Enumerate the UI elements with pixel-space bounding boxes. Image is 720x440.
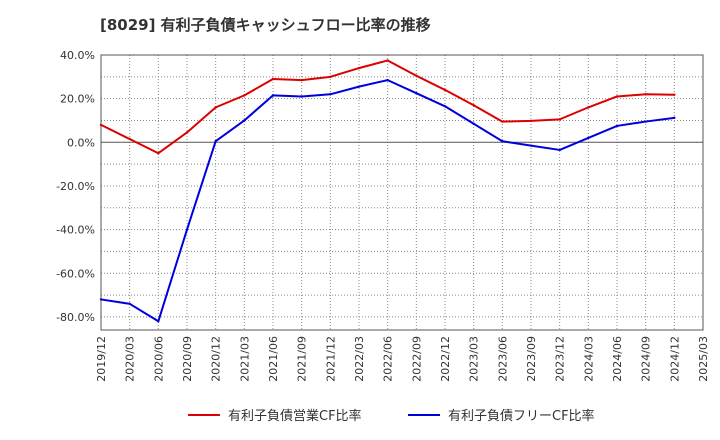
y-tick-label: 0.0% xyxy=(67,136,95,149)
legend-label-2: 有利子負債フリーCF比率 xyxy=(448,408,595,424)
legend-label-1: 有利子負債営業CF比率 xyxy=(228,408,362,424)
data-point xyxy=(329,93,332,96)
x-tick-label: 2022/03 xyxy=(353,336,366,382)
axes: 40.0%20.0%0.0%-20.0%-40.0%-60.0%-80.0%20… xyxy=(56,49,710,382)
data-point xyxy=(300,95,303,98)
data-point xyxy=(615,95,619,98)
data-point xyxy=(157,152,160,155)
data-point xyxy=(99,123,103,127)
data-point xyxy=(587,106,590,109)
data-point xyxy=(128,302,131,306)
x-tick-label: 2022/09 xyxy=(410,336,423,382)
data-point xyxy=(300,78,303,82)
x-tick-label: 2021/12 xyxy=(324,336,337,382)
data-point xyxy=(558,148,561,152)
data-point xyxy=(185,228,189,231)
plot-border xyxy=(100,54,704,331)
data-point xyxy=(271,94,275,97)
data-point xyxy=(386,78,389,82)
x-tick-label: 2024/03 xyxy=(582,336,595,382)
data-point xyxy=(558,118,561,121)
x-tick-label: 2024/09 xyxy=(640,336,653,382)
y-tick-label: -20.0% xyxy=(56,180,95,193)
y-tick-label: -80.0% xyxy=(56,311,95,324)
data-point xyxy=(214,140,217,143)
x-tick-label: 2023/12 xyxy=(554,336,567,382)
x-tick-label: 2022/06 xyxy=(382,336,395,382)
data-point xyxy=(501,120,504,123)
data-point xyxy=(615,124,619,128)
x-tick-label: 2024/12 xyxy=(668,336,681,382)
x-tick-label: 2023/09 xyxy=(525,336,538,382)
data-point xyxy=(128,137,131,141)
data-point xyxy=(529,144,533,147)
x-tick-label: 2020/12 xyxy=(210,336,223,382)
series xyxy=(99,59,676,323)
grid xyxy=(100,54,704,331)
x-tick-label: 2022/12 xyxy=(439,336,452,382)
data-point xyxy=(673,116,676,120)
x-tick-label: 2021/03 xyxy=(238,336,251,382)
plot-area xyxy=(101,55,703,330)
data-point xyxy=(644,120,647,123)
x-tick-label: 2020/06 xyxy=(152,336,165,382)
data-point xyxy=(644,93,647,96)
y-tick-label: 40.0% xyxy=(60,49,95,62)
data-point xyxy=(529,119,533,123)
data-point xyxy=(214,106,217,109)
data-point xyxy=(415,74,418,77)
data-point xyxy=(99,298,103,301)
data-point xyxy=(271,77,275,81)
data-point xyxy=(357,85,361,88)
data-point xyxy=(472,103,475,107)
data-point xyxy=(443,88,447,92)
data-point xyxy=(243,119,246,122)
x-tick-label: 2020/09 xyxy=(181,336,194,382)
data-point xyxy=(415,91,418,95)
x-tick-label: 2023/03 xyxy=(468,336,481,382)
data-point xyxy=(673,93,676,96)
y-tick-label: -60.0% xyxy=(56,267,95,280)
chart-title: [8029] 有利子負債キャッシュフロー比率の推移 xyxy=(100,16,431,34)
x-tick-label: 2023/06 xyxy=(496,336,509,382)
y-tick-label: -40.0% xyxy=(56,224,95,237)
data-point xyxy=(443,105,447,108)
x-tick-label: 2025/03 xyxy=(697,336,710,382)
data-point xyxy=(587,136,590,140)
data-point xyxy=(243,94,246,97)
y-tick-label: 20.0% xyxy=(60,93,95,106)
x-tick-label: 2021/09 xyxy=(296,336,309,382)
legend: 有利子負債営業CF比率 有利子負債フリーCF比率 xyxy=(188,408,595,424)
x-tick-label: 2019/12 xyxy=(95,336,108,382)
data-point xyxy=(357,66,361,70)
data-point xyxy=(501,140,504,143)
x-tick-label: 2020/03 xyxy=(124,336,137,382)
data-point xyxy=(185,131,189,134)
data-point xyxy=(329,75,332,79)
x-tick-label: 2024/06 xyxy=(611,336,624,382)
data-point xyxy=(386,59,389,62)
x-tick-label: 2021/06 xyxy=(267,336,280,382)
data-point xyxy=(157,320,160,323)
data-point xyxy=(472,122,475,125)
